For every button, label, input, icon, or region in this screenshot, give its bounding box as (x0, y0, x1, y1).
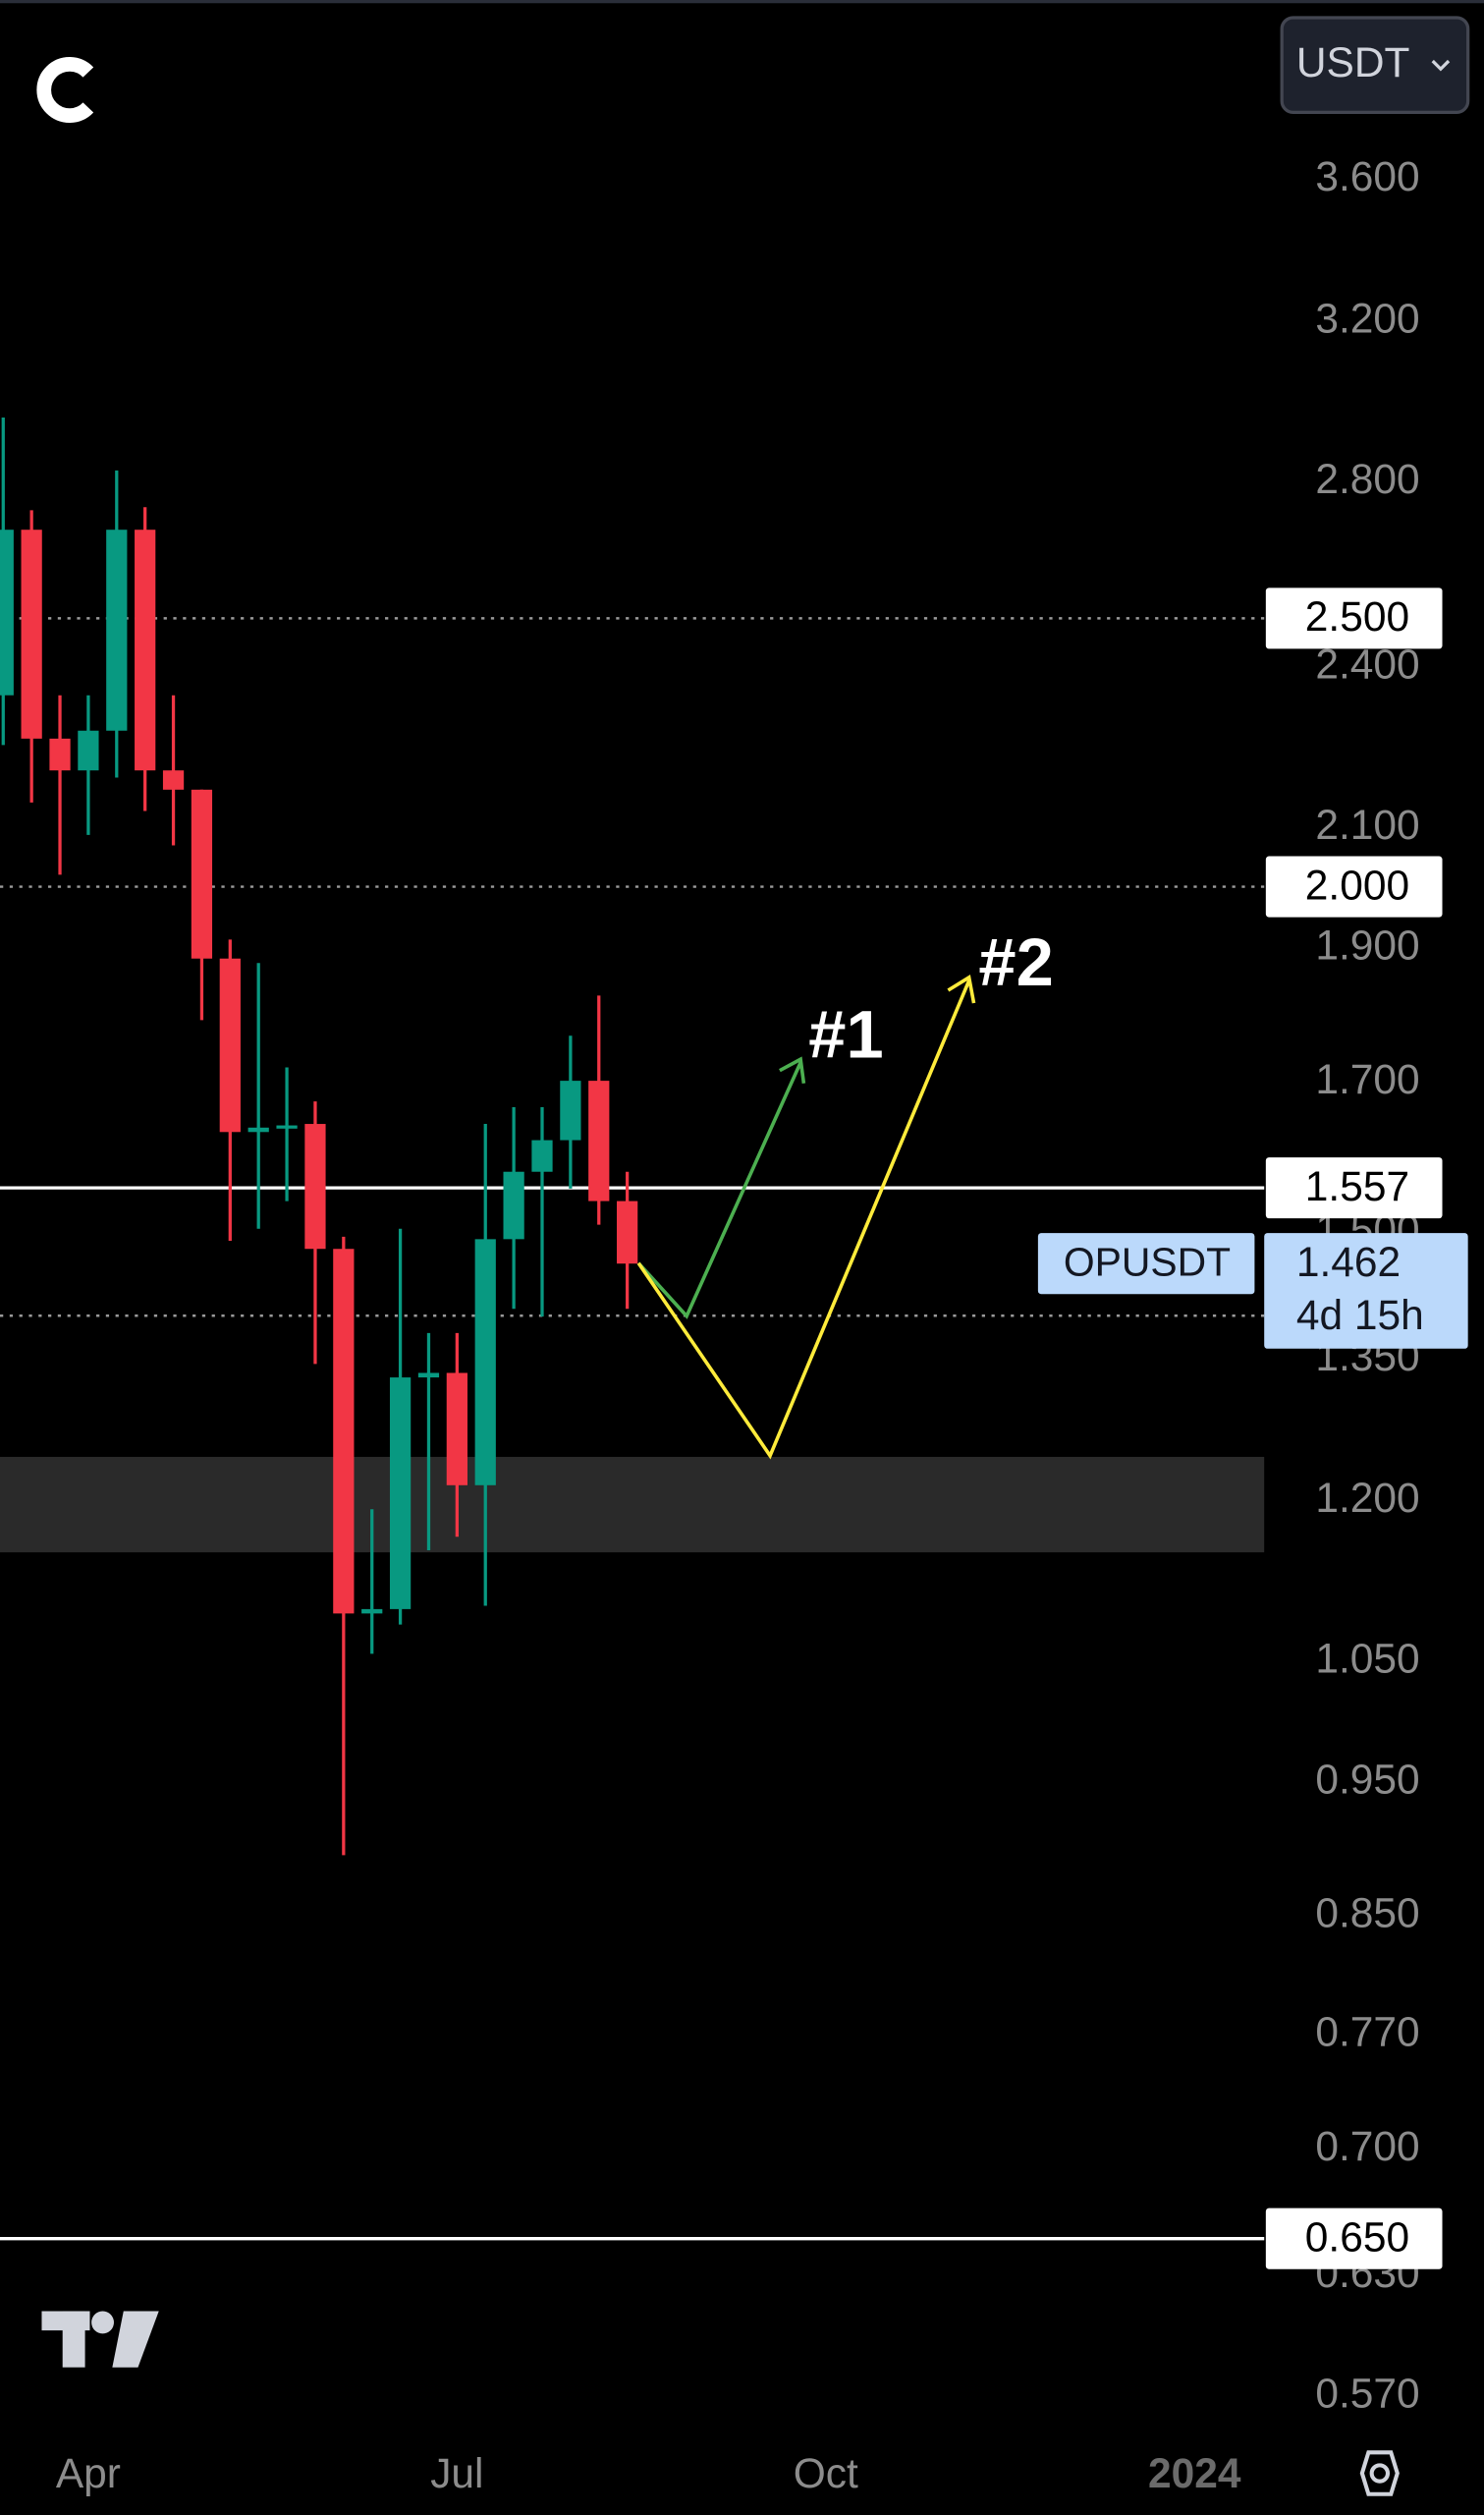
logo-c (36, 57, 94, 123)
tradingview-logo (41, 2311, 159, 2368)
brand-logo (36, 57, 94, 123)
price-labels: 2.500 2.000 1.557 0.650 OPUSDT 1.462 4d 15h (1037, 587, 1468, 2269)
candle-body (135, 530, 156, 771)
candle-body (78, 730, 99, 771)
y-tick-label: 3.200 (1315, 295, 1419, 341)
arrow-1-head (779, 1056, 806, 1084)
settings-icon-center[interactable] (1369, 2463, 1391, 2484)
annotation: #1 (808, 997, 883, 1073)
candle-body (560, 1081, 581, 1141)
level-label-box (1265, 587, 1443, 649)
level-label-box (1265, 1157, 1443, 1219)
candle-body (361, 1608, 383, 1614)
y-tick-label: 0.700 (1315, 2123, 1419, 2169)
level-label: 1.557 (1305, 1163, 1409, 1209)
support-zone (0, 1456, 1265, 1553)
candle-body (503, 1171, 524, 1240)
logo-part (112, 2311, 159, 2368)
x-tick-label: Apr (56, 2450, 121, 2496)
countdown: 4d 15h (1296, 1292, 1424, 1338)
arrow-2 (636, 979, 971, 1460)
y-tick-label: 1.700 (1315, 1056, 1419, 1102)
logo-part (91, 2311, 114, 2334)
plot-area (0, 418, 1265, 2241)
settings-icon[interactable] (1359, 2450, 1400, 2496)
arrow-2-head (947, 975, 976, 1004)
candle-body (531, 1140, 553, 1172)
x-tick-label: 2024 (1148, 2450, 1241, 2496)
candle-body (219, 958, 241, 1133)
price-axis: 3.6003.2002.8002.4002.1001.9001.7001.500… (1315, 153, 1419, 2417)
logo-part (62, 2311, 85, 2368)
level-label: 2.500 (1305, 593, 1409, 640)
y-tick-label: 1.050 (1315, 1636, 1419, 1682)
dropdown-caret[interactable] (1431, 59, 1451, 72)
level-label: 0.650 (1305, 2214, 1409, 2261)
candle-body (446, 1372, 467, 1485)
y-tick-label: 1.900 (1315, 922, 1419, 969)
last-price-label: 1.462 (1296, 1239, 1401, 1285)
time-axis: Apr Jul Oct 2024 (56, 2450, 1241, 2496)
arrow-1 (636, 1061, 802, 1319)
candle-body (474, 1239, 496, 1485)
candle-body (191, 789, 213, 959)
level-label: 2.000 (1305, 862, 1409, 908)
candle-body (417, 1372, 440, 1378)
y-tick-label: 0.770 (1315, 2008, 1419, 2054)
candle-body (588, 1081, 610, 1202)
candle-body (333, 1249, 355, 1614)
projection-arrows (636, 975, 976, 1460)
symbol-tag: OPUSDT (1064, 1240, 1231, 1285)
x-tick-label: Jul (430, 2450, 483, 2496)
last-price-box (1264, 1233, 1468, 1349)
y-tick-label: 2.800 (1315, 456, 1419, 502)
candle-body (162, 770, 185, 790)
x-tick-label: Oct (794, 2450, 858, 2496)
candle-body (0, 530, 14, 696)
y-tick-label: 3.600 (1315, 153, 1419, 199)
y-tick-label: 1.200 (1315, 1475, 1419, 1521)
symbol-tag-box (1037, 1233, 1255, 1295)
candle-body (106, 530, 128, 731)
candle-body (247, 1127, 269, 1133)
level-label-box (1265, 2208, 1443, 2269)
candle-body (304, 1124, 326, 1250)
y-tick-label: 0.570 (1315, 2371, 1419, 2417)
level-label-box (1265, 856, 1443, 918)
candle-body (21, 530, 42, 739)
candle-body (49, 738, 71, 771)
y-tick-label: 0.850 (1315, 1889, 1419, 1935)
y-tick-label: 2.100 (1315, 802, 1419, 848)
currency-button[interactable] (1280, 16, 1470, 114)
candle-body (617, 1201, 638, 1264)
annotation: #2 (978, 924, 1053, 1000)
candle-body (389, 1377, 412, 1609)
y-tick-label: 0.950 (1315, 1756, 1419, 1802)
currency-label[interactable]: USDT (1296, 39, 1410, 85)
settings-button[interactable] (1359, 2450, 1400, 2496)
candle-body (276, 1125, 298, 1129)
